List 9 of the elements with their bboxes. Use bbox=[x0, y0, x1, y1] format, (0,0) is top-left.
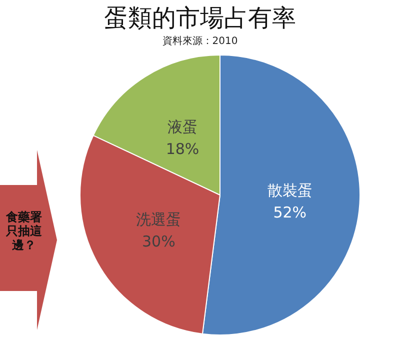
data-label: 18% bbox=[166, 140, 200, 158]
slice-label: 散裝蛋 bbox=[267, 181, 312, 200]
data-label: 30% bbox=[142, 232, 176, 251]
text: 食藥署只抽這邊？ bbox=[5, 210, 43, 252]
slice-label: 液蛋 bbox=[167, 118, 198, 136]
chart-subtitle: 資料來源：2010 bbox=[161, 34, 239, 48]
data-label: 52% bbox=[273, 203, 307, 222]
chart-title: 蛋類的市場占有率 bbox=[103, 3, 297, 34]
slice-label: 洗選蛋 bbox=[136, 210, 182, 229]
